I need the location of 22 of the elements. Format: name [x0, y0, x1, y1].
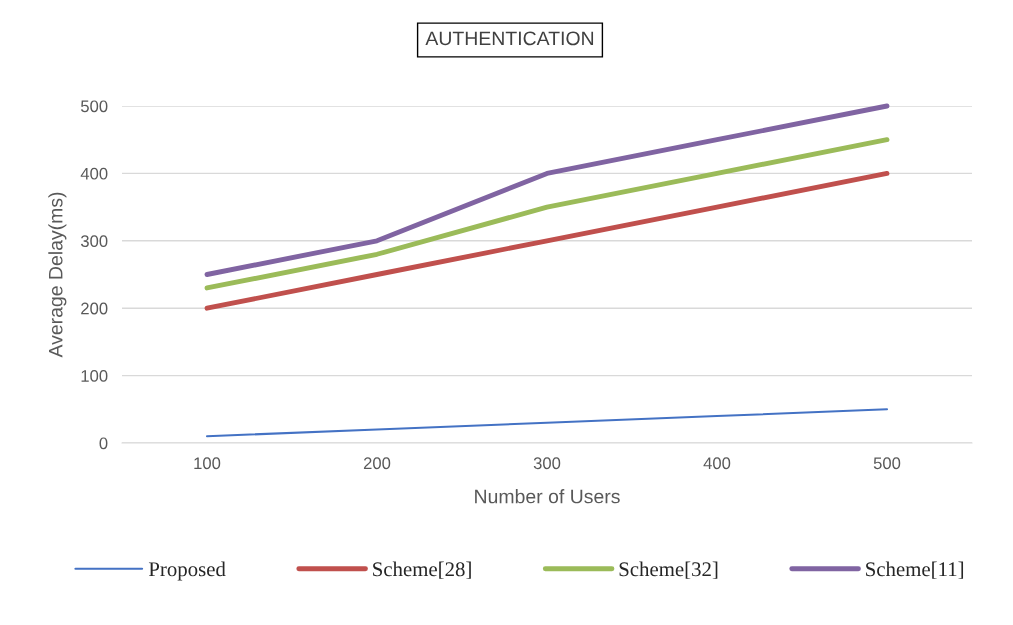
y-tick-label: 300 — [80, 235, 108, 247]
y-tick-label: 100 — [81, 370, 108, 382]
legend-label: Scheme[11] — [866, 561, 964, 579]
y-tick-label: 500 — [80, 100, 108, 113]
legend-label: Proposed — [148, 561, 226, 581]
line-series — [204, 137, 890, 291]
y-tick-label: 400 — [80, 167, 108, 180]
y-axis-title: Average Delay(ms) — [48, 192, 67, 358]
x-tick-label: 400 — [703, 457, 731, 470]
line-series — [204, 103, 890, 277]
x-tick-label: 300 — [533, 457, 561, 470]
line-series — [204, 170, 890, 311]
chart-title: AUTHENTICATION — [425, 31, 594, 46]
x-tick-label: 100 — [194, 457, 221, 470]
x-tick-label: 500 — [873, 457, 901, 470]
y-tick-label: 200 — [81, 302, 108, 315]
x-tick-label: 200 — [363, 457, 391, 470]
x-axis-title: Number of Users — [475, 489, 620, 504]
legend-label: Scheme[28] — [373, 561, 471, 579]
y-tick-label: 0 — [99, 437, 108, 450]
line-series — [205, 408, 889, 438]
legend-label: Scheme[32] — [619, 561, 718, 579]
